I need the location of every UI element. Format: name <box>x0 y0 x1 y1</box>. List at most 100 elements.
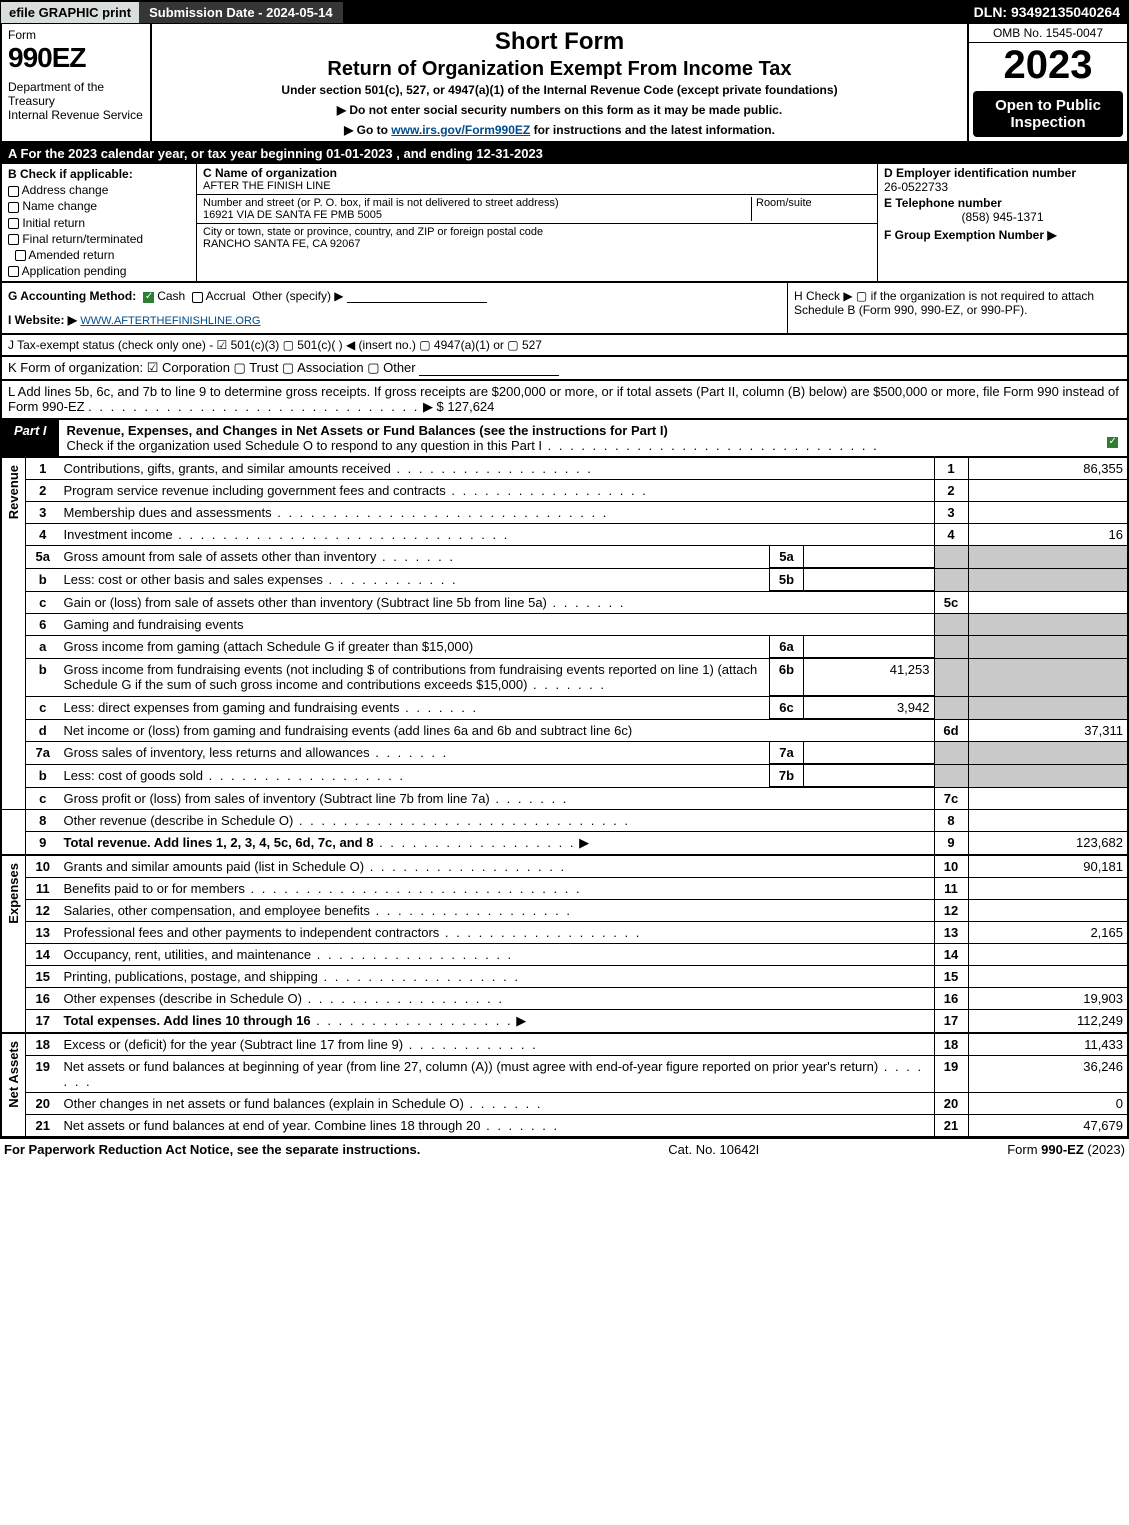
line-16: Other expenses (describe in Schedule O) <box>64 991 302 1006</box>
b-item-0: Address change <box>22 183 109 197</box>
c-label: C Name of organization <box>203 166 337 180</box>
line-1: Contributions, gifts, grants, and simila… <box>64 461 391 476</box>
org-name: AFTER THE FINISH LINE <box>203 180 871 192</box>
val-7c <box>968 787 1128 809</box>
line-6c: Less: direct expenses from gaming and fu… <box>64 700 400 715</box>
line-11: Benefits paid to or for members <box>64 881 245 896</box>
dln: DLN: 93492135040264 <box>966 1 1128 23</box>
val-10: 90,181 <box>968 856 1128 878</box>
line-8: Other revenue (describe in Schedule O) <box>64 813 294 828</box>
chk-name-change[interactable] <box>8 202 19 213</box>
cat-no: Cat. No. 10642I <box>668 1142 759 1157</box>
goto-link-line: ▶ Go to www.irs.gov/Form990EZ for instru… <box>160 123 959 137</box>
goto-pre: ▶ Go to <box>344 123 391 137</box>
line-4: Investment income <box>64 527 173 542</box>
val-15 <box>968 965 1128 987</box>
under-section: Under section 501(c), 527, or 4947(a)(1)… <box>160 83 959 97</box>
form-word: Form <box>8 28 144 42</box>
g-accrual: Accrual <box>206 289 246 303</box>
submission-date: Submission Date - 2024-05-14 <box>139 2 343 23</box>
line-7c: Gross profit or (loss) from sales of inv… <box>64 791 490 806</box>
line-21: Net assets or fund balances at end of ye… <box>64 1118 481 1133</box>
open-to-public: Open to Public Inspection <box>973 91 1123 137</box>
g-label: G Accounting Method: <box>8 289 136 303</box>
line-7a: Gross sales of inventory, less returns a… <box>64 745 370 760</box>
chk-application-pending[interactable] <box>8 266 19 277</box>
website-value[interactable]: WWW.AFTERTHEFINISHLINE.ORG <box>80 315 260 327</box>
chk-schedule-o[interactable] <box>1107 437 1118 448</box>
val-5a <box>804 546 934 568</box>
val-5c <box>968 592 1128 614</box>
goto-post: for instructions and the latest informat… <box>530 123 775 137</box>
row-k: K Form of organization: ☑ Corporation ▢ … <box>0 357 1129 381</box>
part-i-tab: Part I <box>2 420 59 456</box>
line-5a: Gross amount from sale of assets other t… <box>64 549 377 564</box>
val-5b <box>804 569 934 591</box>
chk-amended-return[interactable] <box>15 250 26 261</box>
irs-link[interactable]: www.irs.gov/Form990EZ <box>391 123 530 137</box>
ein-value: 26-0522733 <box>884 180 1121 194</box>
col-c: C Name of organization AFTER THE FINISH … <box>197 164 877 281</box>
header-right: OMB No. 1545-0047 2023 Open to Public In… <box>967 24 1127 141</box>
side-expenses: Expenses <box>1 856 26 1033</box>
line-5b: Less: cost or other basis and sales expe… <box>64 572 323 587</box>
val-20: 0 <box>968 1092 1128 1114</box>
line-7b: Less: cost of goods sold <box>64 768 203 783</box>
val-11 <box>968 877 1128 899</box>
chk-cash[interactable] <box>143 292 154 303</box>
form-title: Return of Organization Exempt From Incom… <box>160 58 959 81</box>
l-dots <box>88 399 419 414</box>
line-3: Membership dues and assessments <box>64 505 272 520</box>
header-mid: Short Form Return of Organization Exempt… <box>152 24 967 141</box>
i-label: I Website: ▶ <box>8 313 77 327</box>
col-def: D Employer identification number 26-0522… <box>877 164 1127 281</box>
val-9: 123,682 <box>968 831 1128 855</box>
val-6d: 37,311 <box>968 719 1128 741</box>
val-7b <box>804 765 934 787</box>
chk-final-return[interactable] <box>8 234 19 245</box>
val-8 <box>968 809 1128 831</box>
g-other: Other (specify) ▶ <box>252 289 343 303</box>
val-2 <box>968 480 1128 502</box>
line-13: Professional fees and other payments to … <box>64 925 440 940</box>
top-bar: efile GRAPHIC print Submission Date - 20… <box>0 0 1129 24</box>
line-14: Occupancy, rent, utilities, and maintena… <box>64 947 312 962</box>
g-other-input[interactable] <box>347 302 487 303</box>
val-21: 47,679 <box>968 1114 1128 1137</box>
b-item-2: Initial return <box>22 216 85 230</box>
val-14 <box>968 943 1128 965</box>
b-item-1: Name change <box>22 199 97 213</box>
row-a-calendar-year: A For the 2023 calendar year, or tax yea… <box>0 143 1129 164</box>
k-other-input[interactable] <box>419 375 559 376</box>
tel-value: (858) 945-1371 <box>884 210 1121 224</box>
line-10: Grants and similar amounts paid (list in… <box>64 859 365 874</box>
val-6c: 3,942 <box>804 697 934 719</box>
form-number: 990EZ <box>8 42 144 74</box>
b-item-3: Final return/terminated <box>22 232 143 246</box>
header-left: Form 990EZ Department of the Treasury In… <box>2 24 152 141</box>
row-gh: G Accounting Method: Cash Accrual Other … <box>0 283 1129 335</box>
h-text: H Check ▶ ▢ if the organization is not r… <box>787 283 1127 333</box>
department: Department of the Treasury Internal Reve… <box>8 80 144 122</box>
l-amount: ▶ $ 127,624 <box>423 399 494 414</box>
addr-value: 16921 VIA DE SANTA FE PMB 5005 <box>203 209 751 221</box>
expenses-table: Expenses 10 Grants and similar amounts p… <box>0 856 1129 1034</box>
col-b: B Check if applicable: Address change Na… <box>2 164 197 281</box>
chk-accrual[interactable] <box>192 292 203 303</box>
line-6b: Gross income from fundraising events (no… <box>64 662 758 692</box>
tel-label: E Telephone number <box>884 196 1121 210</box>
chk-initial-return[interactable] <box>8 218 19 229</box>
part-i-sub: Check if the organization used Schedule … <box>67 438 543 453</box>
line-6a: Gross income from gaming (attach Schedul… <box>64 639 474 654</box>
net-assets-table: Net Assets 18 Excess or (deficit) for th… <box>0 1034 1129 1138</box>
part-i-header: Part I Revenue, Expenses, and Changes in… <box>0 420 1129 458</box>
b-label: B Check if applicable: <box>8 167 133 181</box>
efile-print[interactable]: efile GRAPHIC print <box>1 2 139 23</box>
val-7a <box>804 742 934 764</box>
line-6d: Net income or (loss) from gaming and fun… <box>64 723 633 738</box>
chk-address-change[interactable] <box>8 186 19 197</box>
b-item-4: Amended return <box>28 248 114 262</box>
city-value: RANCHO SANTA FE, CA 92067 <box>203 238 871 250</box>
line-17: Total expenses. Add lines 10 through 16 <box>64 1013 311 1028</box>
part-i-text: Revenue, Expenses, and Changes in Net As… <box>59 420 1097 456</box>
